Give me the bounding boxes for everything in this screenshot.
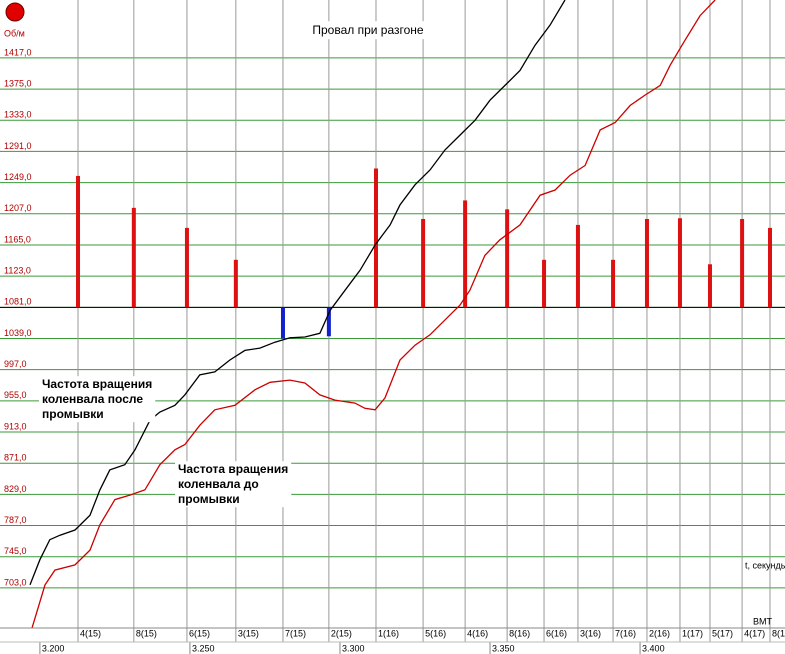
event-label: 8(17 — [772, 628, 785, 638]
bar — [707, 264, 712, 308]
y-tick-label: 787,0 — [4, 515, 27, 525]
y-tick-label: 1417,0 — [4, 47, 32, 57]
bar — [131, 207, 136, 308]
x-axis-title: t, секунды — [745, 560, 785, 570]
event-label: 7(15) — [285, 628, 306, 638]
y-tick-label: 997,0 — [4, 359, 27, 369]
y-tick-label: 1291,0 — [4, 141, 32, 151]
y-tick-label: 1123,0 — [4, 266, 31, 276]
x-tick-label: 3.300 — [342, 643, 365, 653]
bar — [463, 200, 468, 308]
status-indicator — [5, 2, 25, 22]
event-label: 4(17) — [744, 628, 765, 638]
series-line — [29, 0, 566, 586]
y-tick-label: 1039,0 — [4, 328, 32, 338]
event-label: 6(15) — [189, 628, 210, 638]
bar — [575, 224, 580, 308]
y-tick-label: 1081,0 — [4, 297, 32, 307]
bar — [767, 227, 772, 308]
event-label: 2(15) — [331, 628, 352, 638]
bar — [373, 168, 378, 308]
event-label: 1(16) — [378, 628, 399, 638]
bar — [505, 209, 510, 308]
y-tick-label: 1207,0 — [4, 203, 32, 213]
annotation-text: Частота вращения — [42, 377, 152, 391]
bar — [184, 227, 189, 308]
bar — [740, 218, 745, 308]
series-line — [31, 0, 716, 628]
event-label: 5(17) — [712, 628, 733, 638]
title-background — [308, 21, 428, 40]
y-tick-label: 1333,0 — [4, 110, 32, 120]
event-label: 4(15) — [80, 628, 101, 638]
annotation-text: промывки — [42, 407, 104, 421]
event-label: 3(16) — [580, 628, 601, 638]
event-label: 8(15) — [136, 628, 157, 638]
event-label: 2(16) — [649, 628, 670, 638]
event-label: 8(16) — [509, 628, 530, 638]
annotation-text: коленвала до — [178, 477, 259, 491]
annotation-text: Частота вращения — [178, 462, 288, 476]
y-tick-label: 913,0 — [4, 421, 27, 431]
bar — [76, 175, 81, 308]
x-tick-label: 3.200 — [42, 643, 65, 653]
y-tick-label: 1249,0 — [4, 172, 32, 182]
annotation-background — [39, 376, 156, 423]
event-label: 1(17) — [682, 628, 703, 638]
bar — [421, 218, 426, 308]
y-tick-label: 871,0 — [4, 453, 27, 463]
y-tick-label: 955,0 — [4, 390, 27, 400]
y-tick-label: 745,0 — [4, 546, 27, 556]
bar — [542, 259, 547, 308]
y-tick-label: 703,0 — [4, 577, 27, 587]
y-tick-label: 1165,0 — [4, 234, 31, 244]
y-tick-label: 1375,0 — [4, 78, 32, 88]
event-label: 5(16) — [425, 628, 446, 638]
event-label: 6(16) — [546, 628, 567, 638]
event-label: 4(16) — [467, 628, 488, 638]
annotation-text: промывки — [178, 492, 240, 506]
annotation-text: коленвала после — [42, 392, 143, 406]
chart-title: Провал при разгоне — [312, 23, 424, 37]
bar — [280, 307, 285, 339]
x-tick-label: 3.350 — [492, 643, 515, 653]
bar — [644, 218, 649, 308]
marker-label: ВМТ — [753, 616, 773, 626]
annotation-background — [175, 461, 292, 508]
bar — [677, 218, 682, 308]
event-label: 7(16) — [615, 628, 636, 638]
x-tick-label: 3.400 — [642, 643, 665, 653]
bar — [611, 259, 616, 308]
bar — [233, 259, 238, 308]
bar — [326, 307, 331, 337]
y-axis-unit: Об/м — [4, 28, 25, 38]
y-tick-label: 829,0 — [4, 484, 27, 494]
event-label: 3(15) — [238, 628, 259, 638]
x-tick-label: 3.250 — [192, 643, 215, 653]
